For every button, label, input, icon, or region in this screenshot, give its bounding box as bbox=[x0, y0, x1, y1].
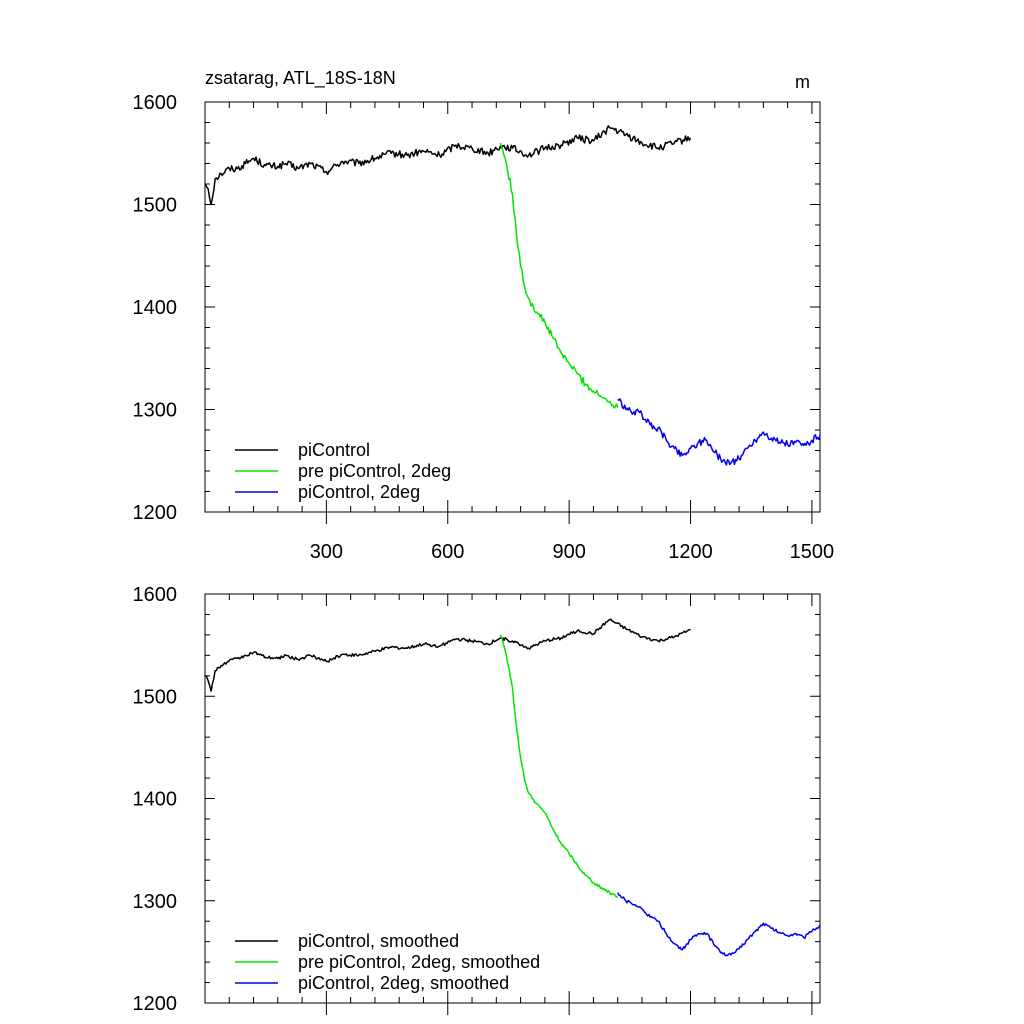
y-tick-label: 1300 bbox=[133, 400, 178, 422]
series-line-1 bbox=[204, 618, 691, 692]
x-tick-label: 600 bbox=[431, 541, 464, 563]
series-line-2 bbox=[499, 634, 618, 898]
x-tick-label: 1500 bbox=[790, 541, 835, 563]
legend-label-1: piControl bbox=[298, 440, 370, 460]
y-tick-label: 1300 bbox=[133, 891, 178, 913]
chart-panel-1: 1200 1300 1400 1500 1600 300 600 900 1200 1500 zsa… bbox=[133, 68, 835, 563]
legend-label-3: piControl, 2deg, smoothed bbox=[298, 973, 509, 993]
legend-label-3: piControl, 2deg bbox=[298, 482, 420, 502]
y-tick-label: 1400 bbox=[133, 297, 178, 319]
series-line-1 bbox=[204, 125, 692, 206]
x-tick-label: 1200 bbox=[668, 541, 713, 563]
units-label: m bbox=[795, 72, 810, 92]
y-tick-label: 1500 bbox=[133, 195, 178, 217]
legend-label-2: pre piControl, 2deg bbox=[298, 461, 451, 481]
series-line-3 bbox=[617, 398, 821, 466]
y-tick-label: 1400 bbox=[133, 789, 178, 811]
y-tick-label: 1200 bbox=[133, 993, 178, 1015]
series-line-2 bbox=[499, 142, 619, 409]
series-line-3 bbox=[617, 892, 821, 957]
legend-label-1: piControl, smoothed bbox=[298, 931, 459, 951]
legend-label-2: pre piControl, 2deg, smoothed bbox=[298, 952, 540, 972]
y-tick-label: 1600 bbox=[133, 584, 178, 606]
chart-title: zsatarag, ATL_18S-18N bbox=[205, 68, 396, 89]
y-tick-label: 1500 bbox=[133, 686, 178, 708]
x-tick-label: 900 bbox=[552, 541, 585, 563]
y-tick-label: 1600 bbox=[133, 92, 178, 114]
x-tick-label: 300 bbox=[310, 541, 343, 563]
y-tick-label: 1200 bbox=[133, 502, 178, 524]
